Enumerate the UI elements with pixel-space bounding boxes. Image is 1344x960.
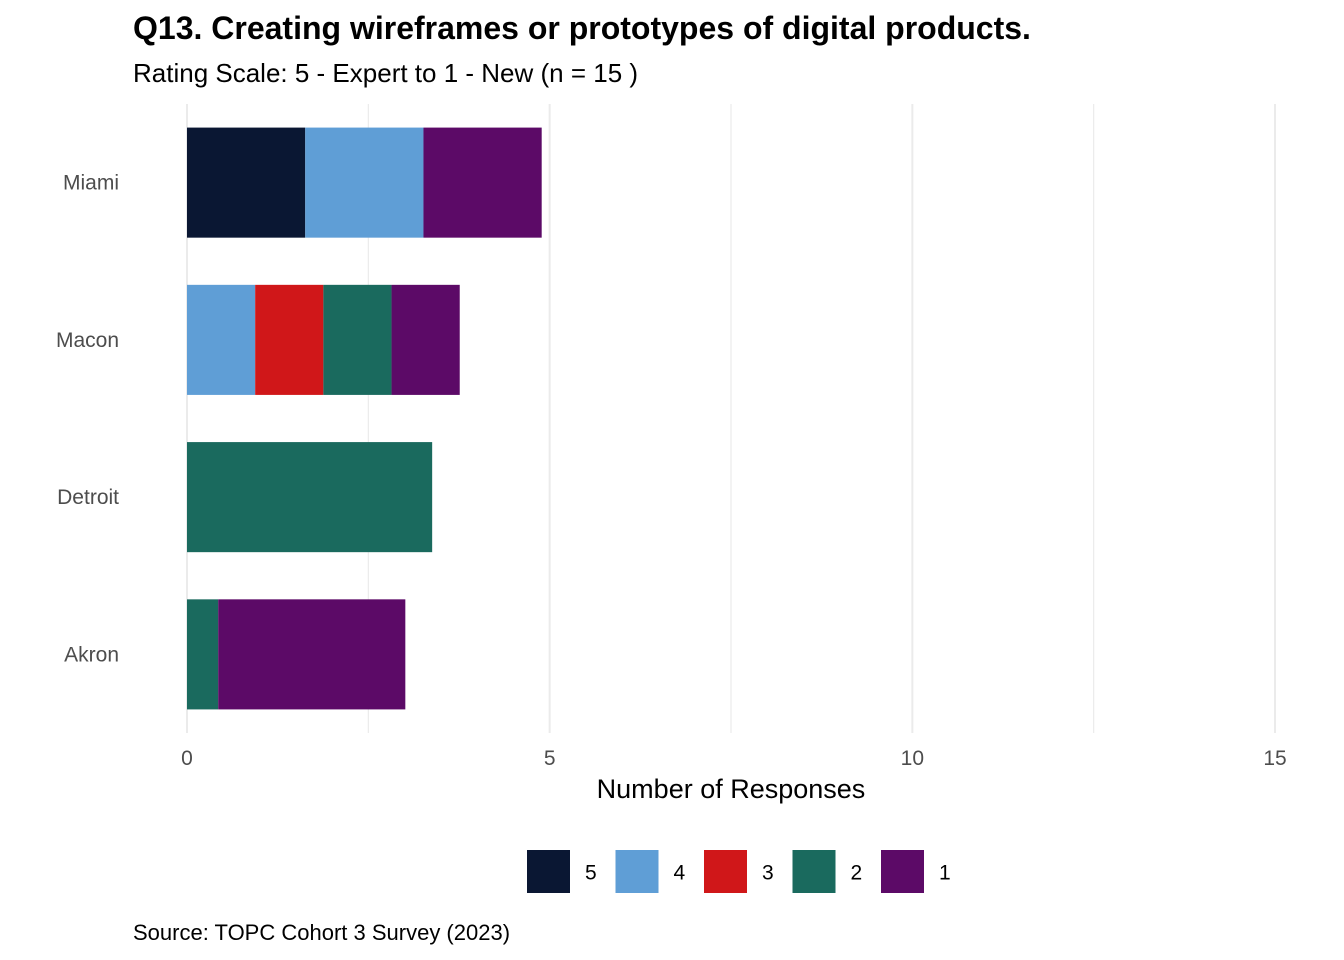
bar-segment <box>423 127 542 238</box>
bar-segment <box>323 284 392 395</box>
legend-key <box>527 850 570 893</box>
y-tick-label: Miami <box>63 172 119 195</box>
chart-subtitle: Rating Scale: 5 - Expert to 1 - New (n =… <box>133 58 639 88</box>
legend-key <box>704 850 747 893</box>
y-tick-label: Detroit <box>57 486 119 509</box>
bar-segment <box>391 284 460 395</box>
bar-segment <box>218 599 406 710</box>
x-tick-label: 0 <box>181 747 193 770</box>
x-tick-label: 5 <box>544 747 556 770</box>
legend-label: 4 <box>674 862 686 885</box>
legend-label: 1 <box>939 862 951 885</box>
y-tick-label: Akron <box>64 643 119 666</box>
legend-key <box>881 850 924 893</box>
chart-caption: Source: TOPC Cohort 3 Survey (2023) <box>133 920 511 945</box>
legend-key <box>615 850 659 893</box>
bar-segment <box>187 599 219 710</box>
x-axis-title: Number of Responses <box>597 774 866 804</box>
bars <box>187 127 542 710</box>
x-tick-label: 15 <box>1263 747 1286 770</box>
legend-label: 3 <box>762 862 774 885</box>
bar-segment <box>187 284 256 395</box>
y-tick-labels: Miami Macon Detroit Akron <box>56 172 119 667</box>
y-tick-label: Macon <box>56 329 119 352</box>
x-tick-labels: 0 5 10 15 <box>181 747 1287 770</box>
legend-label: 2 <box>851 862 863 885</box>
chart-title: Q13. Creating wireframes or prototypes o… <box>133 10 1031 46</box>
x-tick-label: 10 <box>901 747 924 770</box>
legend: 5 4 3 2 1 <box>527 850 951 893</box>
bar-segment <box>305 127 424 238</box>
bar-segment <box>255 284 324 395</box>
legend-key <box>792 850 836 893</box>
legend-label: 5 <box>585 862 597 885</box>
bar-segment <box>187 442 433 553</box>
bar-segment <box>187 127 306 238</box>
